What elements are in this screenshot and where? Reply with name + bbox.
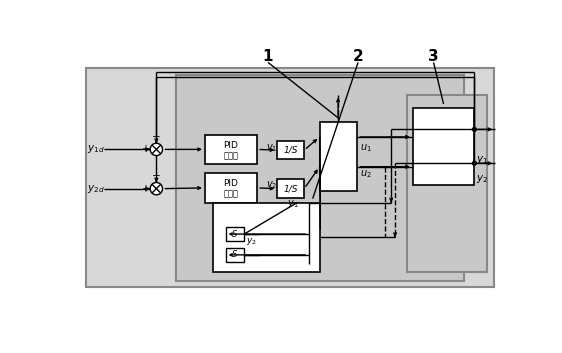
Bar	[277, 179, 304, 198]
Text: 1/S: 1/S	[283, 184, 298, 193]
Bar	[226, 248, 244, 262]
Text: +: +	[140, 144, 149, 154]
Circle shape	[473, 127, 476, 131]
Circle shape	[150, 143, 162, 156]
Bar	[320, 122, 356, 191]
Bar	[85, 68, 493, 287]
Text: $y_1$: $y_1$	[476, 154, 488, 166]
Text: 2: 2	[353, 49, 364, 64]
Text: +: +	[140, 184, 149, 194]
Text: $u_1$: $u_1$	[360, 142, 372, 154]
Text: $y_1$: $y_1$	[287, 198, 299, 210]
Text: 控制器: 控制器	[224, 190, 238, 199]
Circle shape	[150, 183, 162, 195]
Bar	[413, 108, 474, 185]
Text: 1: 1	[263, 49, 273, 64]
Bar	[175, 75, 464, 281]
Text: $y_{2d}$: $y_{2d}$	[87, 183, 105, 195]
Text: $y_{1d}$: $y_{1d}$	[87, 143, 105, 155]
Text: $y_2$: $y_2$	[247, 236, 257, 247]
Text: 3: 3	[428, 49, 439, 64]
Bar	[406, 95, 487, 272]
Text: PID: PID	[224, 140, 238, 150]
Bar	[212, 203, 320, 272]
Bar	[205, 135, 257, 164]
Text: PID: PID	[224, 179, 238, 188]
Text: 1/S: 1/S	[283, 146, 298, 155]
Text: $y_2$: $y_2$	[476, 173, 488, 185]
Text: −: −	[152, 171, 161, 181]
Text: $v_2$: $v_2$	[266, 180, 277, 191]
Text: 控制器: 控制器	[224, 151, 238, 160]
Text: −: −	[152, 132, 161, 142]
Circle shape	[473, 161, 476, 165]
Text: S: S	[232, 229, 238, 239]
Bar	[205, 173, 257, 203]
Text: S: S	[232, 250, 238, 259]
Bar	[277, 141, 304, 160]
Bar	[226, 227, 244, 241]
Text: $u_2$: $u_2$	[360, 168, 372, 180]
Text: $v_1$: $v_1$	[266, 142, 277, 154]
